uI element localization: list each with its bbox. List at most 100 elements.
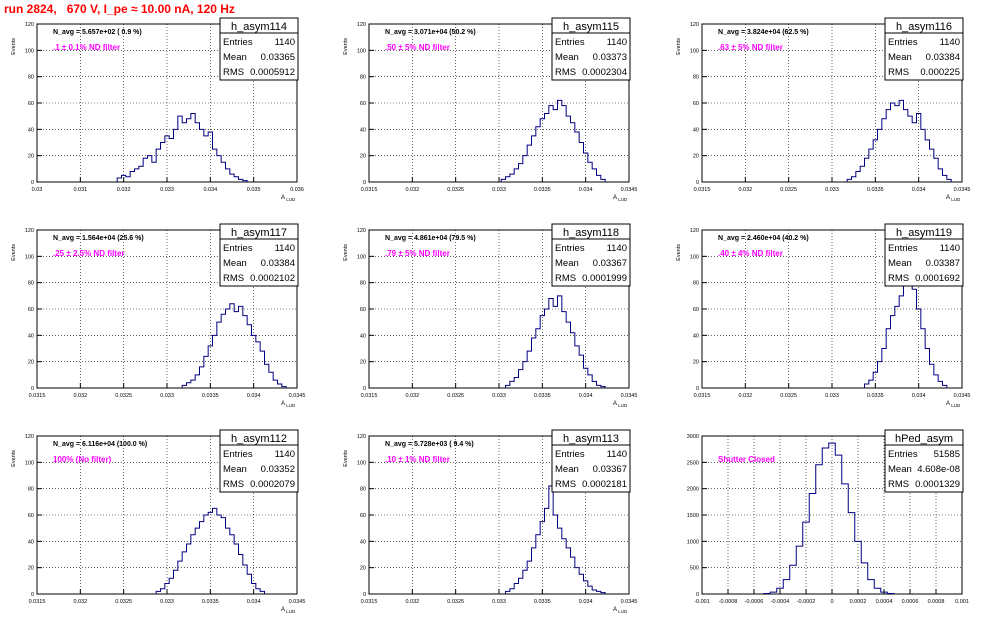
histogram-line	[846, 99, 952, 182]
histogram-bin	[182, 552, 186, 594]
y-tick-label: 0	[696, 180, 699, 186]
y-axis-title: Events	[11, 244, 17, 261]
histogram-bin	[562, 106, 566, 182]
filter-label: 100% (No filter)	[53, 455, 112, 464]
histogram-bin	[519, 164, 523, 182]
y-tick-label: 40	[360, 333, 366, 339]
histogram-bin	[532, 338, 536, 388]
histogram-bin	[891, 103, 895, 182]
x-tick-label: 0.0008	[928, 599, 945, 605]
histogram-bin	[809, 493, 816, 594]
stats-mean-value: 4.608e-08	[917, 464, 960, 475]
y-tick-label: 80	[693, 75, 699, 81]
y-tick-label: 0	[31, 386, 34, 392]
stats-box	[884, 17, 964, 81]
histogram-bin	[943, 175, 947, 182]
histogram-pad-h_asym112: 0.0315 0.032 0.0325 0.033 0.0335 0.034 0.0345 0…	[11, 429, 305, 614]
histogram-name: h_asym113	[563, 433, 619, 445]
histogram-pad-h_asym113: 0.0315 0.032 0.0325 0.033 0.0335 0.034 0.0345 0…	[343, 429, 637, 614]
stats-rms-value: 0.0001999	[582, 273, 627, 284]
histogram-pad-h_asym119: 0.0315 0.032 0.0325 0.033 0.0335 0.034 0.0345 0…	[676, 223, 970, 408]
y-tick-label: 120	[357, 22, 366, 28]
stats-entries-value: 1140	[940, 243, 960, 254]
histogram-bin	[882, 349, 886, 389]
histogram-bin	[597, 175, 601, 182]
histogram-bin	[566, 116, 570, 182]
y-tick-label: 20	[360, 360, 366, 366]
histogram-bin	[226, 528, 230, 594]
stats-entries-label: Entries	[888, 243, 918, 254]
x-axis-title: A LUD	[946, 401, 961, 408]
histogram-bin	[204, 136, 208, 182]
histogram-name: h_asym115	[563, 21, 619, 33]
stats-box	[884, 429, 964, 493]
histogram-bin	[213, 508, 217, 594]
y-tick-label: 80	[693, 281, 699, 287]
histogram-bin	[925, 140, 929, 182]
x-tick-label: 0.034	[912, 187, 926, 193]
histogram-bin	[169, 139, 173, 182]
stats-rms-label: RMS	[888, 67, 909, 78]
y-tick-label: 80	[28, 281, 34, 287]
stats-rms-label: RMS	[223, 67, 244, 78]
x-tick-label: 0.032	[73, 393, 87, 399]
histogram-bin	[527, 351, 531, 388]
histogram-bin	[865, 158, 869, 182]
x-tick-label: 0.032	[405, 187, 419, 193]
histogram-line	[155, 507, 265, 594]
y-tick-label: 80	[360, 281, 366, 287]
histogram-bin	[510, 381, 514, 388]
histogram-bin	[575, 346, 579, 388]
y-tick-label: 100	[690, 254, 699, 260]
histogram-bin	[273, 380, 277, 388]
y-tick-label: 80	[360, 487, 366, 493]
histogram-bin	[558, 528, 562, 594]
stats-box	[551, 17, 631, 81]
histogram-pad-h_asym115: 0.0315 0.032 0.0325 0.033 0.0335 0.034 0.0345 0…	[343, 17, 637, 202]
histogram-bin	[527, 145, 531, 182]
histogram-bin	[562, 539, 566, 594]
y-tick-label: 60	[28, 101, 34, 107]
stats-entries-label: Entries	[888, 449, 918, 460]
histogram-bin	[536, 535, 540, 594]
histogram-bin	[912, 123, 916, 182]
x-tick-label: 0.0325	[115, 599, 132, 605]
stats-entries-label: Entries	[555, 243, 585, 254]
x-tick-label: 0.034	[203, 187, 217, 193]
x-tick-label: 0.033	[825, 187, 839, 193]
histogram-bin	[816, 465, 823, 594]
histogram-bin	[553, 306, 557, 388]
histogram-bin	[243, 316, 247, 388]
x-tick-label: 0.0325	[447, 599, 464, 605]
stats-entries-label: Entries	[555, 37, 585, 48]
stats-mean-label: Mean	[223, 258, 247, 269]
x-tick-label: 0.034	[579, 599, 593, 605]
stats-entries-value: 1140	[607, 37, 627, 48]
histogram-line	[505, 295, 606, 388]
stats-box	[219, 429, 299, 493]
stats-entries-value: 51585	[934, 449, 960, 460]
histogram-bin	[790, 565, 797, 594]
x-tick-label: 0.032	[738, 393, 752, 399]
histogram-bin	[234, 544, 238, 594]
histogram-bin	[571, 123, 575, 182]
stats-entries-label: Entries	[223, 243, 253, 254]
histogram-bin	[549, 106, 553, 182]
x-tick-label: 0.033	[825, 393, 839, 399]
histogram-bin	[912, 289, 916, 388]
histogram-bin	[545, 309, 549, 388]
histogram-bin	[256, 342, 260, 388]
histogram-bin	[549, 486, 553, 594]
stats-rms-label: RMS	[555, 479, 576, 490]
histogram-bin	[549, 298, 553, 388]
histogram-bin	[178, 116, 182, 182]
histogram-bin	[195, 375, 199, 388]
stats-mean-label: Mean	[555, 464, 579, 475]
histogram-bin	[187, 119, 191, 182]
y-tick-label: 40	[28, 333, 34, 339]
x-tick-label: 0.033	[492, 187, 506, 193]
y-tick-label: 20	[360, 154, 366, 160]
histogram-bin	[571, 557, 575, 594]
histogram-bin	[161, 589, 165, 594]
x-tick-label: 0.033	[492, 393, 506, 399]
